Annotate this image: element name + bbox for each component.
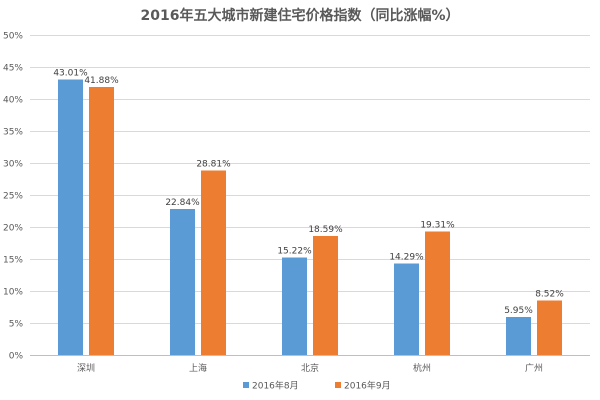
y-tick-label: 10% bbox=[3, 288, 23, 298]
x-tick-label: 广州 bbox=[525, 362, 543, 374]
x-tick-label: 北京 bbox=[301, 362, 319, 374]
y-tick-label: 20% bbox=[3, 224, 23, 234]
data-label-s2-c3: 18.59% bbox=[308, 225, 343, 235]
legend-label: 2016年9月 bbox=[344, 380, 391, 392]
y-tick-label: 30% bbox=[3, 160, 23, 170]
data-label-s1-c1: 43.01% bbox=[53, 69, 88, 79]
data-label-s1-c2: 22.84% bbox=[165, 198, 200, 208]
y-tick-label: 45% bbox=[3, 64, 23, 74]
bar-s1-c2 bbox=[170, 208, 195, 355]
y-tick-label: 40% bbox=[3, 96, 23, 106]
legend-item-2: 2016年9月 bbox=[335, 380, 391, 392]
data-label-s2-c2: 28.81% bbox=[196, 160, 231, 170]
x-tick-label: 深圳 bbox=[77, 363, 95, 374]
legend-label: 2016年8月 bbox=[252, 380, 299, 392]
data-label-s1-c4: 14.29% bbox=[389, 253, 424, 263]
bars bbox=[58, 79, 562, 356]
chart-title: 2016年五大城市新建住宅价格指数（同比涨幅%） bbox=[141, 7, 460, 24]
bar-s1-c3 bbox=[282, 257, 307, 355]
bar-s1-c1 bbox=[58, 79, 83, 356]
y-tick-label: 35% bbox=[3, 128, 23, 138]
y-tick-label: 25% bbox=[3, 192, 23, 202]
y-tick-label: 50% bbox=[3, 32, 23, 42]
bar-s2-c1 bbox=[89, 86, 114, 355]
x-axis-category-labels: 深圳 上海 北京 杭州 广州 bbox=[77, 362, 543, 374]
y-tick-label: 15% bbox=[3, 256, 23, 266]
y-axis-tick-labels: 0% 5% 10% 15% 20% 25% 30% 35% 40% 45% 50% bbox=[3, 32, 23, 362]
legend: 2016年8月 2016年9月 bbox=[243, 380, 391, 392]
data-label-s2-c5: 8.52% bbox=[535, 289, 564, 299]
x-tick-label: 杭州 bbox=[413, 362, 431, 374]
x-tick-label: 上海 bbox=[189, 362, 207, 374]
bar-s2-c5 bbox=[537, 300, 562, 355]
bar-s1-c4 bbox=[394, 263, 419, 355]
bar-s1-c5 bbox=[506, 316, 531, 355]
data-labels: 43.01%41.88% 22.84% 28.81% 15.22% 18.59% 14.2… bbox=[53, 69, 564, 316]
data-label-s2-c1: 41.88% bbox=[84, 76, 119, 86]
y-tick-label: 5% bbox=[9, 320, 24, 330]
data-label-s2-c4: 19.31% bbox=[420, 220, 455, 230]
gridlines bbox=[30, 35, 590, 356]
data-label-s1-c3: 15.22% bbox=[277, 247, 312, 257]
bar-s2-c2 bbox=[201, 170, 226, 355]
y-tick-label: 0% bbox=[9, 352, 24, 362]
data-label-s1-c5: 5.95% bbox=[504, 306, 533, 316]
bar-s2-c4 bbox=[425, 231, 450, 355]
legend-item-1: 2016年8月 bbox=[243, 380, 299, 392]
legend-swatch bbox=[243, 382, 249, 388]
bar-s2-c3 bbox=[313, 236, 338, 355]
legend-swatch bbox=[335, 382, 341, 388]
